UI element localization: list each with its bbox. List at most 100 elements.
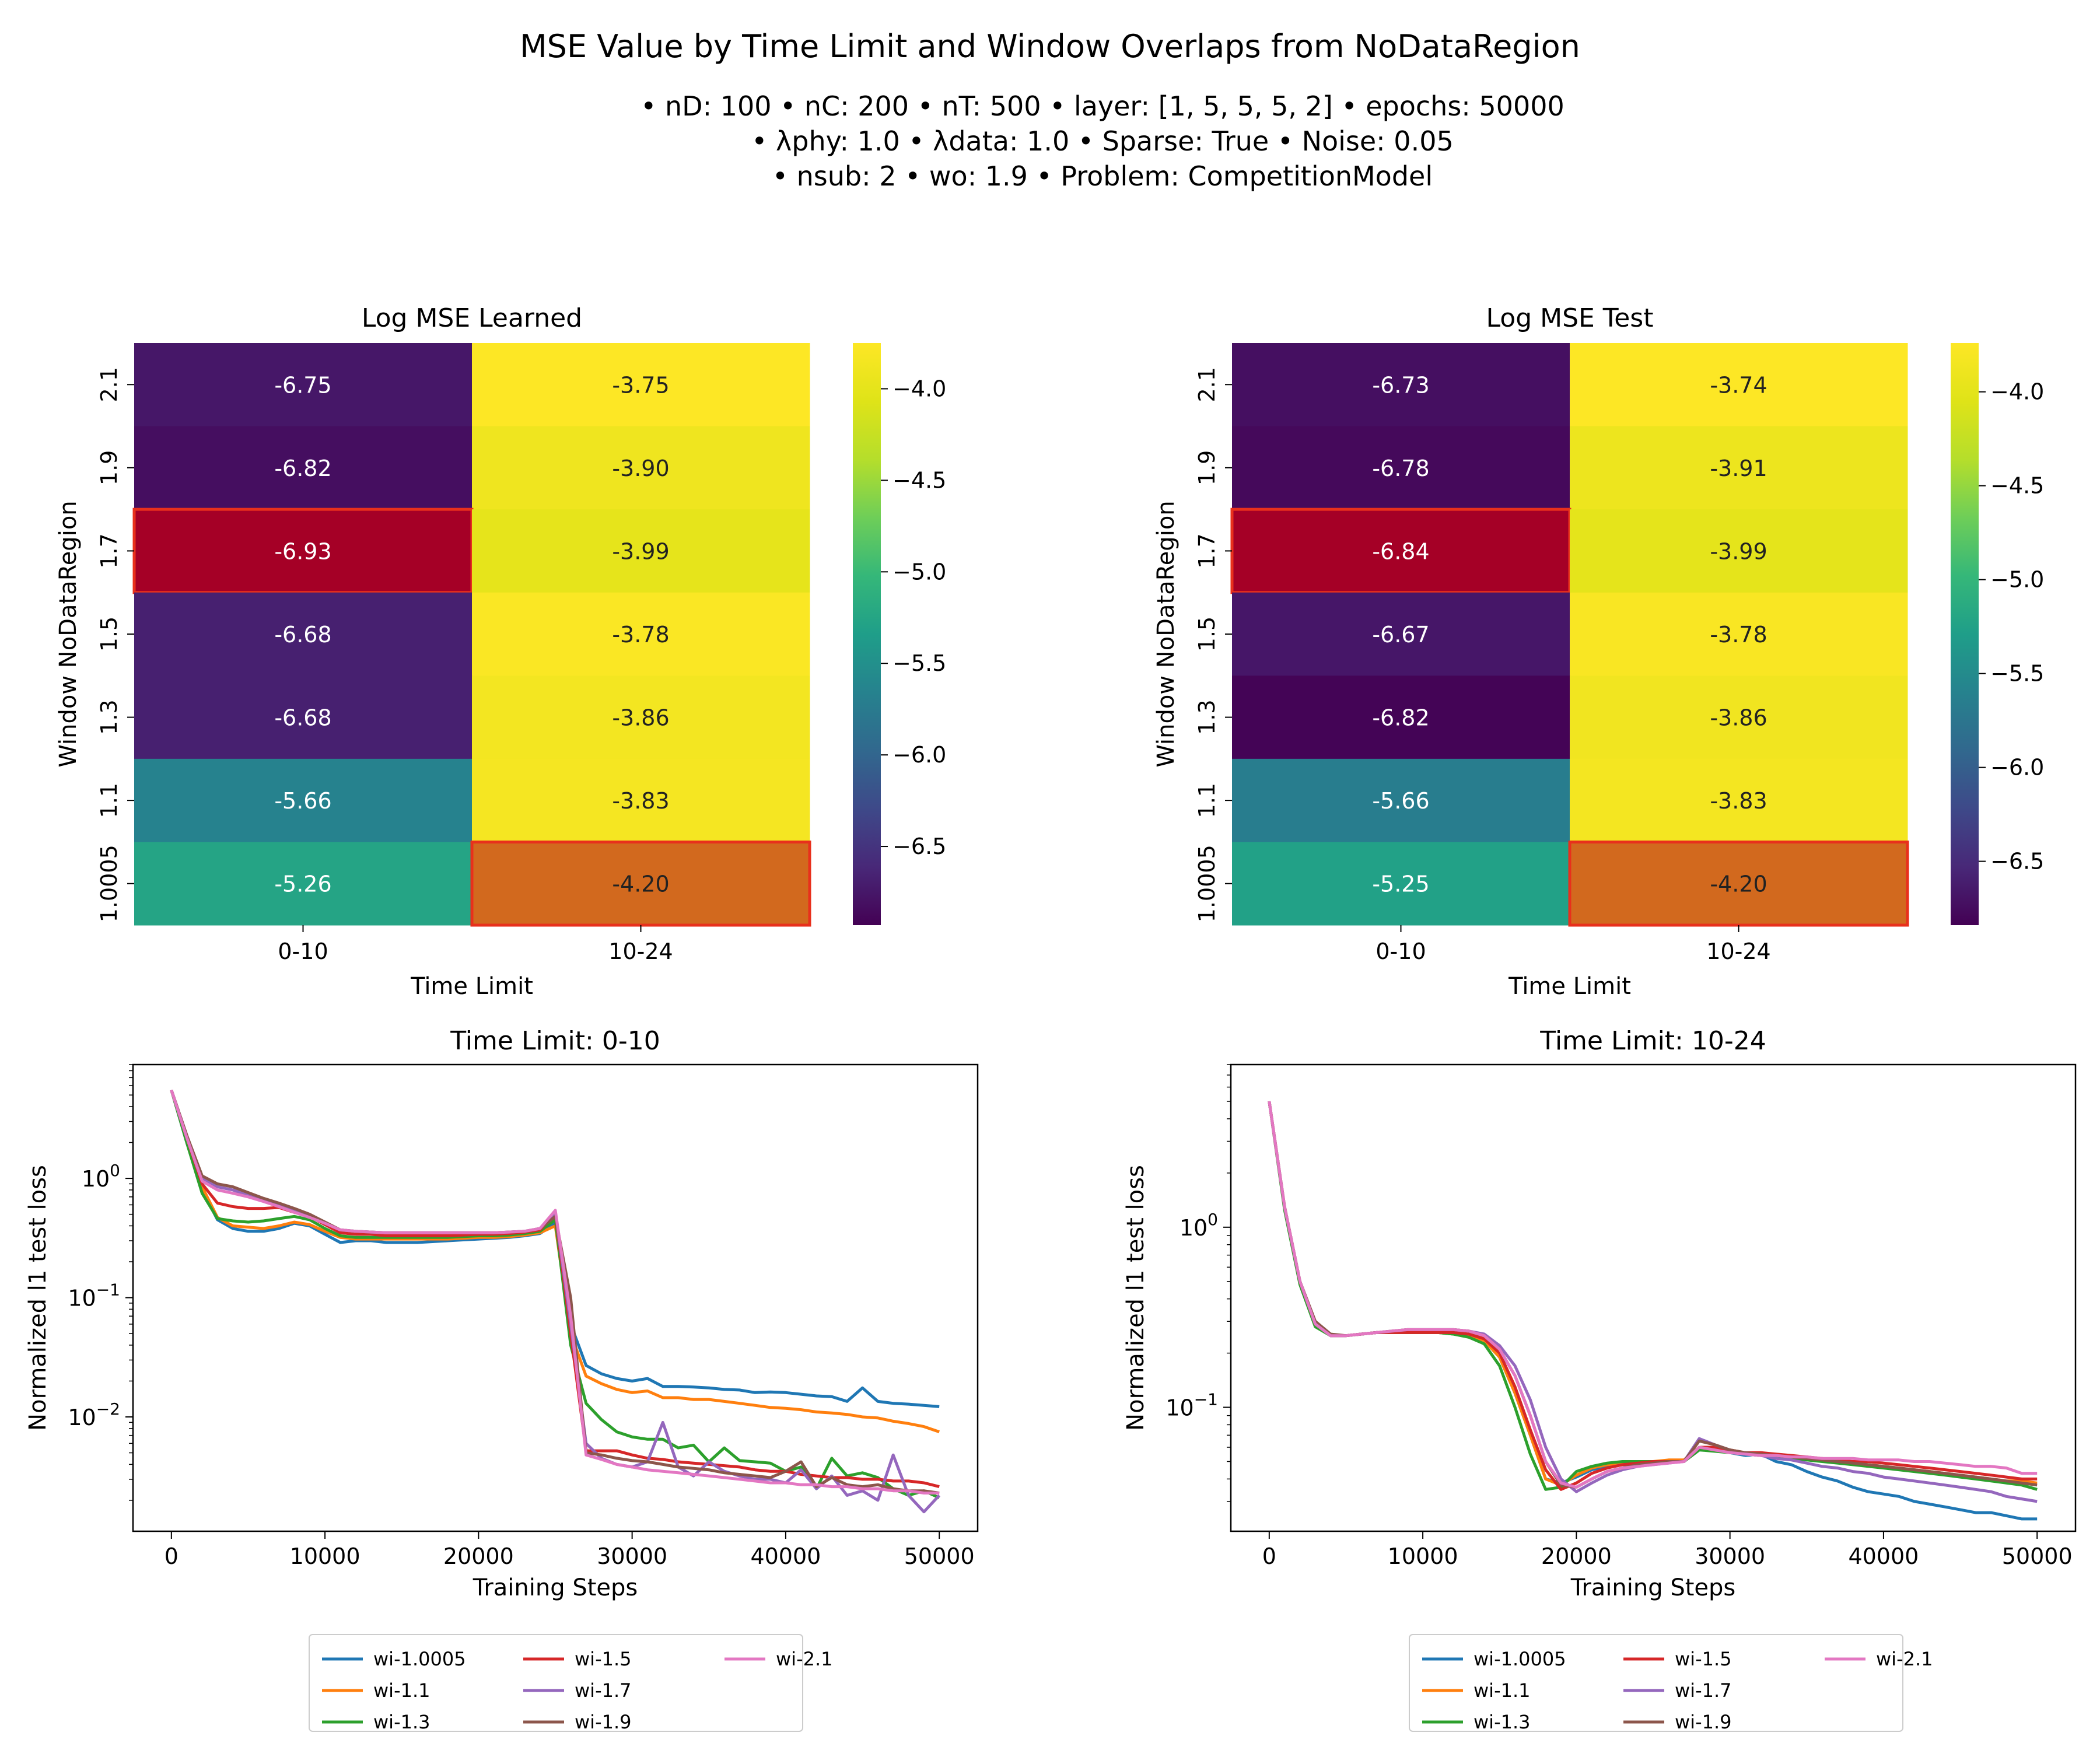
figure-subtitle-line-1: • nD: 100 • nC: 200 • nT: 500 • layer: [… (640, 90, 1564, 122)
heatmap-cell-label: -3.74 (1710, 372, 1767, 398)
heatmap-cell-label: -3.83 (612, 788, 669, 814)
heatmap-cell (134, 343, 473, 427)
y-tick-label: 2.1 (1194, 367, 1220, 402)
line-chart-time-limit-0-10: Time Limit: 0-10 100 10−1 10−2 0 10000 20000 30… (24, 1026, 979, 1733)
x-tick-label: 0-10 (1376, 939, 1426, 964)
legend-label: wi-1.9 (1675, 1711, 1732, 1733)
heatmap-cell-label: -3.91 (1710, 456, 1767, 481)
x-tick-label: 20000 (1541, 1544, 1612, 1569)
heatmap-cell (134, 426, 473, 510)
heatmap-cell (472, 509, 810, 593)
heatmap-cell (472, 676, 810, 760)
legend-label: wi-2.1 (776, 1648, 833, 1670)
legend-label: wi-2.1 (1876, 1648, 1933, 1670)
heatmap-cell (1570, 592, 1908, 676)
heatmap-cell-label: -6.68 (274, 622, 331, 648)
colorbar-tick-label: −5.5 (892, 650, 946, 676)
y-tick-label: 1.1 (96, 783, 122, 818)
heatmap-cell-label: -6.68 (274, 705, 331, 731)
y-tick-label: 1.7 (1194, 533, 1220, 568)
heatmap-cell (1570, 758, 1908, 842)
legend-box (1409, 1634, 1903, 1732)
colorbar-tick-label: −4.0 (1990, 379, 2044, 405)
legend-label: wi-1.1 (1474, 1679, 1531, 1702)
heatmap-cell-label: -6.82 (274, 456, 331, 481)
heatmap-cell (1232, 676, 1570, 760)
heatmap-cell-label: -6.84 (1372, 538, 1429, 564)
heatmap-cell (1232, 758, 1570, 842)
figure-subtitle-line-2: • λphy: 1.0 • λdata: 1.0 • Sparse: True … (751, 125, 1453, 157)
legend-label: wi-1.7 (1675, 1679, 1732, 1702)
x-tick-label: 30000 (1695, 1544, 1765, 1569)
y-tick-label: 10−1 (68, 1280, 120, 1311)
y-tick-label: 1.5 (1194, 617, 1220, 652)
heatmap-cell (1570, 509, 1908, 593)
y-tick-label: 1.1 (1194, 783, 1220, 818)
colorbar-tick-label: −5.0 (1990, 567, 2044, 593)
colorbar-tick-label: −6.0 (892, 742, 946, 768)
heatmap-cell (134, 842, 473, 926)
x-tick-label: 0-10 (278, 939, 328, 964)
y-tick-label: 100 (1180, 1210, 1218, 1241)
x-tick-label: 30000 (597, 1544, 667, 1569)
y-tick-label: 1.5 (96, 617, 122, 652)
heatmap-cell-label: -3.83 (1710, 788, 1767, 814)
line-chart-title: Time Limit: 0-10 (450, 1026, 660, 1056)
legend-label: wi-1.5 (575, 1648, 632, 1670)
heatmap-cell-label: -4.20 (612, 872, 669, 897)
heatmap-cell-label: -5.25 (1372, 872, 1429, 897)
x-tick-label: 10-24 (608, 939, 673, 964)
heatmap-cell (132, 508, 474, 594)
heatmap-title: Log MSE Test (1486, 303, 1654, 333)
heatmap-xlabel: Time Limit (1508, 973, 1631, 1000)
colorbar-tick-label: −6.0 (1990, 755, 2044, 780)
colorbar-tick-label: −6.5 (892, 834, 946, 859)
heatmap-ylabel: Window NoDataRegion (1153, 501, 1180, 767)
heatmap-cell (1568, 840, 1909, 927)
y-tick-label: 10−2 (68, 1399, 120, 1430)
colorbar-tick-label: −4.0 (892, 376, 946, 401)
x-tick-label: 40000 (1848, 1544, 1919, 1569)
heatmap-cell-label: -3.99 (1710, 538, 1767, 564)
colorbar-tick-label: −5.5 (1990, 661, 2044, 687)
heatmap-cell-label: -5.26 (274, 872, 331, 897)
heatmap-cell (1230, 508, 1572, 594)
y-tick-label: 1.0005 (1194, 845, 1220, 922)
legend-label: wi-1.0005 (373, 1648, 466, 1670)
heatmap-cell-label: -6.73 (1372, 372, 1429, 398)
y-tick-label: 1.3 (96, 699, 122, 734)
colorbar-tick-label: −4.5 (892, 467, 946, 493)
line-chart-title: Time Limit: 10-24 (1539, 1026, 1766, 1056)
heatmap-cell (472, 426, 810, 510)
heatmap-cell-label: -4.20 (1710, 872, 1767, 897)
plot-area (1230, 1063, 2077, 1532)
colorbar-tick-label: −5.0 (892, 559, 946, 584)
heatmap-cell-label: -3.86 (1710, 705, 1767, 731)
x-tick-label: 50000 (904, 1544, 975, 1569)
heatmap-cell (472, 758, 810, 842)
y-tick-label: 1.0005 (96, 845, 122, 922)
line-chart-ylabel: Normalized l1 test loss (24, 1165, 51, 1431)
legend-label: wi-1.7 (575, 1679, 632, 1702)
y-tick-label: 1.7 (96, 533, 122, 568)
heatmap-cell (472, 592, 810, 676)
y-tick-label: 2.1 (96, 367, 122, 402)
colorbar (1951, 343, 1979, 925)
y-tick-label: 1.3 (1194, 699, 1220, 734)
heatmap-cell-label: -3.78 (612, 622, 669, 648)
heatmap-cell-label: -3.86 (612, 705, 669, 731)
legend-label: wi-1.9 (575, 1711, 632, 1733)
heatmap-cell-label: -3.75 (612, 372, 669, 398)
heatmap-cell-label: -5.66 (274, 788, 331, 814)
heatmap-cell (134, 758, 473, 842)
legend-box (309, 1634, 803, 1732)
x-tick-label: 40000 (750, 1544, 821, 1569)
heatmap-cell (1570, 343, 1908, 427)
colorbar-tick-label: −4.5 (1990, 473, 2044, 499)
legend-label: wi-1.0005 (1474, 1648, 1566, 1670)
heatmap-cell-label: -3.90 (612, 456, 669, 481)
legend-label: wi-1.3 (373, 1711, 430, 1733)
y-tick-label: 10−1 (1166, 1390, 1218, 1421)
heatmap-cell-label: -6.93 (274, 538, 331, 564)
